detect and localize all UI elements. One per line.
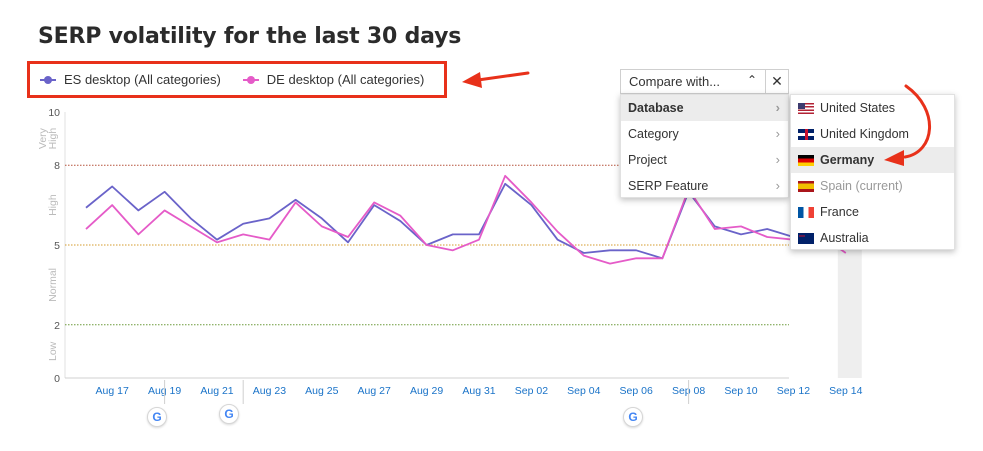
uk-flag-icon bbox=[798, 128, 814, 140]
legend-item-es[interactable]: ES desktop (All categories) bbox=[40, 72, 221, 87]
x-tick-label: Aug 31 bbox=[462, 385, 495, 397]
db-option-label: Australia bbox=[820, 231, 869, 245]
x-tick-label: Sep 10 bbox=[724, 385, 757, 397]
legend-item-de[interactable]: DE desktop (All categories) bbox=[242, 72, 425, 87]
legend-label-de: DE desktop (All categories) bbox=[266, 72, 425, 87]
compare-with-dropdown[interactable]: Compare with... ⌃ bbox=[620, 69, 766, 94]
us-flag-icon bbox=[798, 102, 814, 114]
db-option-france[interactable]: France bbox=[791, 199, 954, 225]
de-flag-icon bbox=[798, 154, 814, 166]
x-tick-label: Sep 04 bbox=[567, 385, 600, 397]
chevron-right-icon: › bbox=[775, 126, 780, 141]
x-tick-label: Sep 02 bbox=[515, 385, 548, 397]
legend-swatch-de-icon bbox=[242, 75, 259, 85]
google-icon[interactable]: G bbox=[623, 407, 643, 427]
x-tick-label: Sep 12 bbox=[777, 385, 810, 397]
db-option-label: Spain (current) bbox=[820, 179, 903, 193]
db-option-australia[interactable]: Australia bbox=[791, 225, 954, 251]
google-icon[interactable]: G bbox=[147, 407, 167, 427]
db-option-label: United Kingdom bbox=[820, 127, 909, 141]
x-tick-label: Aug 25 bbox=[305, 385, 338, 397]
menu-item-serp-feature[interactable]: SERP Feature › bbox=[621, 173, 788, 199]
x-tick-label: Aug 21 bbox=[200, 385, 233, 397]
x-tick-label: Aug 29 bbox=[410, 385, 443, 397]
db-option-united-kingdom[interactable]: United Kingdom bbox=[791, 121, 954, 147]
y-tick-label: 10 bbox=[48, 107, 60, 119]
y-tick-label: 2 bbox=[54, 320, 60, 332]
compare-with-label: Compare with... bbox=[629, 74, 721, 89]
menu-item-label: Category bbox=[628, 127, 679, 141]
x-tick-label: Sep 06 bbox=[620, 385, 653, 397]
y-tick-label: 8 bbox=[54, 160, 60, 172]
menu-item-label: SERP Feature bbox=[628, 179, 709, 193]
au-flag-icon bbox=[798, 232, 814, 244]
x-tick-label: Aug 27 bbox=[358, 385, 391, 397]
chart-legend: ES desktop (All categories) DE desktop (… bbox=[27, 61, 447, 98]
y-tick-label: 0 bbox=[54, 373, 60, 385]
y-band-label: Low bbox=[47, 341, 59, 361]
x-tick-label: Aug 17 bbox=[96, 385, 129, 397]
chevron-right-icon: › bbox=[775, 152, 780, 167]
menu-item-database[interactable]: Database › bbox=[621, 95, 788, 121]
db-option-label: United States bbox=[820, 101, 896, 115]
chevron-right-icon: › bbox=[775, 100, 780, 115]
series-line-de bbox=[85, 174, 847, 265]
menu-item-label: Project bbox=[628, 153, 667, 167]
db-option-germany[interactable]: Germany bbox=[791, 147, 954, 173]
chevron-up-icon: ⌃ bbox=[746, 73, 757, 87]
db-option-united-states[interactable]: United States bbox=[791, 95, 954, 121]
db-option-spain: Spain (current) bbox=[791, 173, 954, 199]
chevron-right-icon: › bbox=[775, 178, 780, 193]
fr-flag-icon bbox=[798, 206, 814, 218]
menu-item-category[interactable]: Category › bbox=[621, 121, 788, 147]
legend-label-es: ES desktop (All categories) bbox=[64, 72, 221, 87]
google-icon[interactable]: G bbox=[219, 404, 239, 424]
y-band-label: Normal bbox=[47, 268, 59, 302]
y-tick-label: 5 bbox=[54, 240, 60, 252]
compare-close-button[interactable]: ✕ bbox=[766, 69, 789, 94]
y-band-label: VeryHigh bbox=[37, 127, 59, 149]
menu-item-label: Database bbox=[628, 101, 684, 115]
y-band-label: High bbox=[47, 194, 59, 216]
close-icon: ✕ bbox=[771, 73, 783, 89]
x-tick-label: Aug 23 bbox=[253, 385, 286, 397]
menu-item-project[interactable]: Project › bbox=[621, 147, 788, 173]
es-flag-icon bbox=[798, 180, 814, 192]
page-title: SERP volatility for the last 30 days bbox=[38, 24, 462, 49]
database-submenu: United States United Kingdom Germany Spa… bbox=[790, 94, 955, 250]
db-option-label: Germany bbox=[820, 153, 875, 167]
compare-menu: Database › Category › Project › SERP Fea… bbox=[620, 94, 789, 198]
legend-swatch-es-icon bbox=[40, 75, 56, 85]
x-tick-label: Sep 14 bbox=[829, 385, 862, 397]
db-option-label: France bbox=[820, 205, 859, 219]
